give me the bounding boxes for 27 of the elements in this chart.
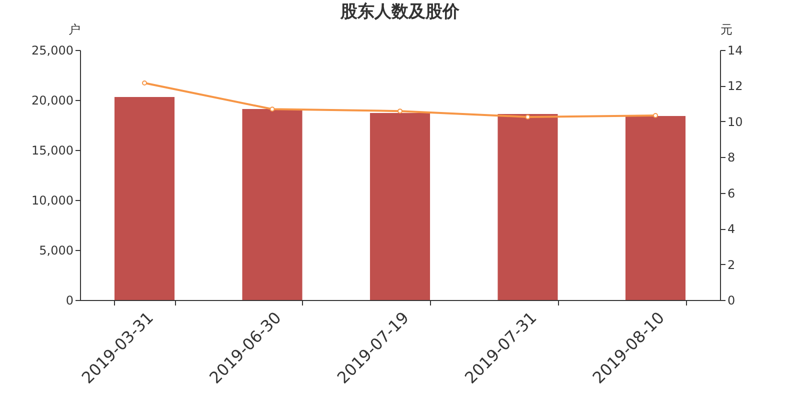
y2-tick-label: 0 (728, 294, 736, 308)
point (270, 106, 275, 112)
y2-tick-label: 6 (728, 186, 736, 200)
y2-tick-label: 8 (728, 150, 736, 165)
y2-tick-label: 14 (728, 44, 743, 58)
bar (242, 109, 302, 300)
point (142, 80, 148, 86)
point (398, 108, 402, 114)
bar (370, 113, 430, 300)
y-tick-label: 5,000 (39, 244, 74, 258)
y-tick-label: 25,000 (32, 44, 74, 58)
y-tick-label: 20,000 (32, 94, 74, 108)
y2-tick-label: 4 (728, 222, 736, 236)
point (525, 114, 530, 120)
y-tick-label: 15,000 (32, 144, 74, 158)
y-tick-label: 10,000 (32, 194, 74, 208)
y-axis-title: 户 (68, 22, 80, 36)
y2-tick-label: 12 (728, 79, 743, 94)
chart-title: 股东人数及股价 (340, 2, 460, 22)
bar (625, 116, 686, 300)
y2-tick-label: 2 (728, 258, 736, 272)
bar (114, 97, 175, 300)
bar (498, 114, 558, 300)
y-tick-label: 0 (66, 294, 74, 308)
y2-axis-title: 元 (720, 22, 732, 36)
point (652, 113, 658, 118)
y2-tick-label: 10 (728, 114, 743, 129)
